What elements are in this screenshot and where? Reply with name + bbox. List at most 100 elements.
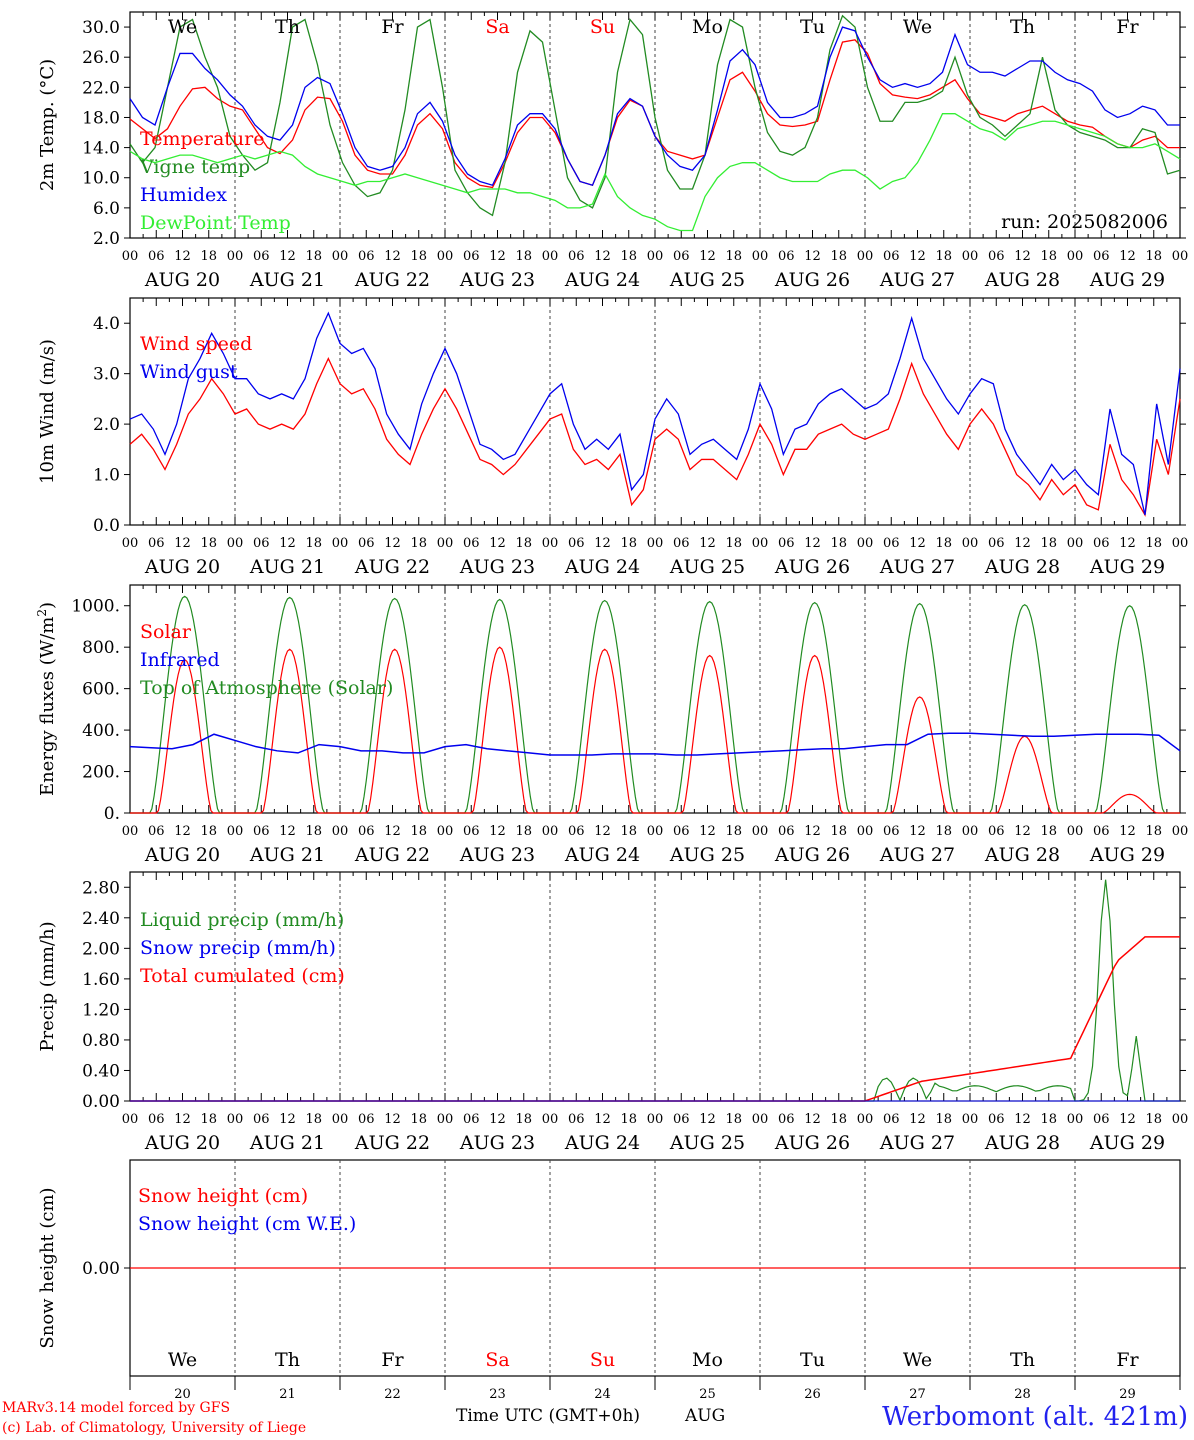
y-axis-label: 10m Wind (m/s) <box>37 339 58 484</box>
y-tick-label: 400. <box>82 721 120 741</box>
y-tick-label: 1.20 <box>82 1000 120 1020</box>
hour-tick-label: 12 <box>804 1112 821 1127</box>
weekday-label-top: Tu <box>800 16 825 38</box>
day-label: AUG 22 <box>354 556 430 578</box>
hour-tick-label: 18 <box>620 536 637 551</box>
hour-tick-label: 00 <box>962 1112 979 1127</box>
hour-tick-label: 00 <box>647 249 664 264</box>
hour-tick-label: 00 <box>1067 1112 1084 1127</box>
hour-tick-label: 18 <box>725 536 742 551</box>
day-label: AUG 20 <box>144 556 220 578</box>
hour-tick-label: 18 <box>620 824 637 839</box>
series-infrared <box>129 732 1181 756</box>
panel-temp <box>124 11 1186 239</box>
hour-tick-label: 00 <box>1172 536 1189 551</box>
hour-tick-label: 06 <box>1093 536 1110 551</box>
panel-energy <box>124 584 1186 814</box>
hour-tick-label: 18 <box>410 1112 427 1127</box>
panel-snow <box>124 1159 1186 1390</box>
weekday-label: Su <box>590 1349 615 1371</box>
hour-tick-label: 00 <box>1172 1112 1189 1127</box>
day-label: AUG 27 <box>879 269 955 291</box>
hour-tick-label: 12 <box>699 249 716 264</box>
hour-tick-label: 12 <box>1119 824 1136 839</box>
hour-tick-label: 00 <box>122 1112 139 1127</box>
weekday-label-top: Sa <box>485 16 509 38</box>
hour-tick-label: 18 <box>1145 1112 1162 1127</box>
hour-tick-label: 00 <box>227 824 244 839</box>
hour-tick-label: 00 <box>437 249 454 264</box>
hour-tick-label: 00 <box>227 536 244 551</box>
day-label: AUG 29 <box>1089 269 1165 291</box>
day-number-label: 27 <box>909 1387 926 1402</box>
hour-tick-label: 06 <box>463 536 480 551</box>
day-label: AUG 22 <box>354 269 430 291</box>
hour-tick-label: 18 <box>305 1112 322 1127</box>
hour-tick-label: 12 <box>909 1112 926 1127</box>
day-label: AUG 25 <box>669 1132 745 1154</box>
y-tick-label: 0.00 <box>82 1092 120 1112</box>
hour-tick-label: 12 <box>279 824 296 839</box>
series-wind-gust <box>129 311 1181 516</box>
day-label: AUG 20 <box>144 1132 220 1154</box>
hour-tick-label: 00 <box>857 249 874 264</box>
hour-tick-label: 12 <box>804 249 821 264</box>
hour-tick-label: 12 <box>279 1112 296 1127</box>
hour-tick-label: 18 <box>305 536 322 551</box>
hour-tick-label: 18 <box>515 824 532 839</box>
hour-tick-label: 12 <box>1119 1112 1136 1127</box>
day-label: AUG 26 <box>774 844 850 866</box>
weekday-label-top: Mo <box>692 16 723 38</box>
y-tick-label: 0.00 <box>82 1259 120 1279</box>
day-label: AUG 21 <box>249 1132 325 1154</box>
y-tick-label: 14.0 <box>82 139 120 159</box>
y-tick-label: 6.0 <box>93 199 120 219</box>
day-label: AUG 28 <box>984 556 1060 578</box>
hour-tick-label: 06 <box>358 824 375 839</box>
day-label: AUG 27 <box>879 844 955 866</box>
y-tick-label: 3.0 <box>93 365 120 385</box>
day-number-label: 22 <box>384 1387 401 1402</box>
day-label: AUG 28 <box>984 844 1060 866</box>
legend-entry: Humidex <box>140 184 227 206</box>
lab-credit: (c) Lab. of Climatology, University of L… <box>2 1420 307 1436</box>
hour-tick-label: 12 <box>699 1112 716 1127</box>
hour-tick-label: 18 <box>1040 824 1057 839</box>
hour-tick-label: 00 <box>542 1112 559 1127</box>
hour-tick-label: 18 <box>725 249 742 264</box>
weekday-label: We <box>168 1349 197 1371</box>
weekday-label-top: Th <box>275 16 300 38</box>
day-number-label: 21 <box>279 1387 296 1402</box>
hour-tick-label: 06 <box>358 249 375 264</box>
weekday-label-top: We <box>903 16 932 38</box>
hour-tick-label: 12 <box>174 824 191 839</box>
y-axis-label: Energy fluxes (W/m2) <box>35 602 58 796</box>
hour-tick-label: 18 <box>515 536 532 551</box>
hour-tick-label: 18 <box>830 536 847 551</box>
weekday-label: Sa <box>485 1349 509 1371</box>
hour-tick-label: 18 <box>410 536 427 551</box>
day-label: AUG 24 <box>564 269 640 291</box>
hour-tick-label: 12 <box>699 824 716 839</box>
hour-tick-label: 06 <box>883 249 900 264</box>
hour-tick-label: 12 <box>279 536 296 551</box>
hour-tick-label: 06 <box>148 1112 165 1127</box>
day-label: AUG 29 <box>1089 844 1165 866</box>
hour-tick-label: 18 <box>1145 249 1162 264</box>
hour-tick-label: 18 <box>935 824 952 839</box>
time-axis-label: Time UTC (GMT+0h) <box>456 1406 641 1426</box>
hour-tick-label: 06 <box>568 249 585 264</box>
hour-tick-label: 06 <box>778 249 795 264</box>
hour-tick-label: 12 <box>1014 824 1031 839</box>
run-label: run: 2025082006 <box>1001 211 1168 233</box>
hour-tick-label: 00 <box>332 824 349 839</box>
hour-tick-label: 12 <box>594 249 611 264</box>
hour-tick-label: 00 <box>332 536 349 551</box>
panel-wind <box>124 297 1186 526</box>
hour-tick-label: 00 <box>857 824 874 839</box>
y-tick-label: 0.0 <box>93 516 120 536</box>
model-credit: MARv3.14 model forced by GFS <box>2 1400 231 1416</box>
day-label: AUG 23 <box>459 844 535 866</box>
y-tick-label: 1.0 <box>93 466 120 486</box>
day-label: AUG 25 <box>669 844 745 866</box>
